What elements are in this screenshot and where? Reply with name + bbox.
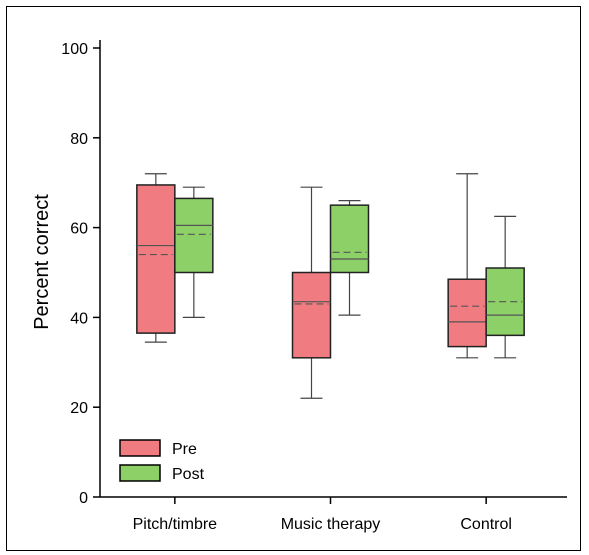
x-tick-label: Control — [460, 516, 512, 533]
y-axis-label: Percent correct — [31, 194, 53, 330]
y-tick-label: 0 — [79, 490, 88, 507]
legend-label-pre: Pre — [172, 441, 197, 458]
y-tick-label: 80 — [70, 131, 88, 148]
y-tick-label: 40 — [70, 310, 88, 327]
box-post — [329, 204, 370, 274]
figure-frame — [6, 6, 581, 551]
box-pre — [136, 184, 176, 334]
y-tick-label: 20 — [70, 400, 88, 417]
legend-label-post: Post — [172, 466, 205, 483]
y-tick-label: 60 — [70, 221, 88, 238]
x-tick-label: Pitch/timbre — [133, 516, 218, 533]
y-tick-label: 100 — [61, 41, 88, 58]
legend-swatch-post — [119, 464, 161, 482]
legend: Pre Post — [119, 439, 205, 483]
box-post — [174, 197, 214, 274]
legend-swatch-pre — [119, 439, 161, 457]
x-tick-label: Music therapy — [281, 516, 381, 533]
box-pre — [447, 278, 487, 348]
box-pre — [291, 271, 332, 359]
